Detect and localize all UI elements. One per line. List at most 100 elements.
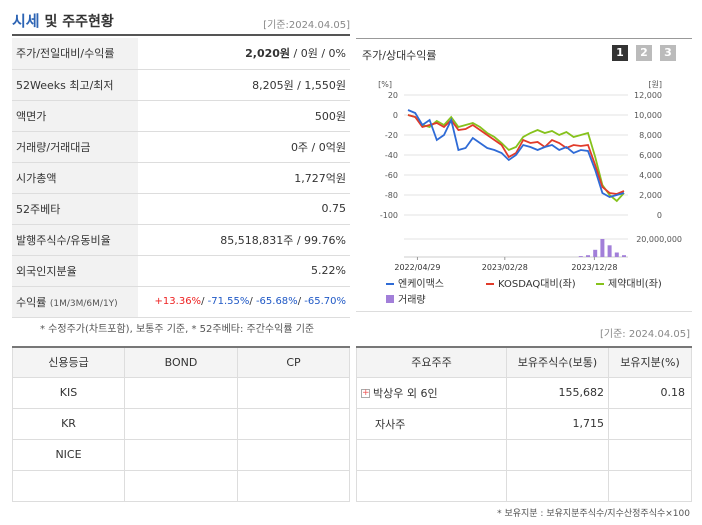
pct-cell: 0.18: [608, 376, 692, 409]
table-row: 액면가 500원: [12, 100, 350, 132]
pct-cell: [608, 438, 692, 471]
row-label: 액면가: [12, 100, 138, 132]
row-value: 0.75: [138, 193, 350, 225]
credit-rating-table: 신용등급 BOND CP KIS KR NICE: [12, 346, 350, 502]
period-button-3[interactable]: 3: [660, 45, 676, 61]
section-title-rest: 및 주주현황: [39, 14, 114, 30]
row-value: 2,020원 / 0원 / 0%: [138, 38, 350, 70]
period-button-2[interactable]: 2: [636, 45, 652, 61]
bond-cell: [124, 438, 238, 471]
column-header: 주요주주: [356, 346, 507, 378]
table-row: 52주베타 0.75: [12, 193, 350, 225]
agency-cell: KIS: [12, 376, 125, 409]
agency-cell: KR: [12, 407, 125, 440]
chart-title: 주가/상대수익률: [362, 49, 437, 62]
row-value: 1,727억원: [138, 162, 350, 194]
right-tick-label: 6,000: [639, 151, 662, 160]
holders-footnote: * 보유지분 : 보유지분주식수/지수산정주식수×100: [497, 509, 690, 519]
bond-cell: [124, 407, 238, 440]
separator: /: [249, 296, 256, 307]
row-label: 52Weeks 최고/최저: [12, 69, 138, 101]
left-tick-label: -100: [380, 211, 398, 220]
pct-cell: [608, 469, 692, 502]
table-row: NICE: [12, 438, 350, 471]
table-row: 52Weeks 최고/최저 8,205원 / 1,550원: [12, 69, 350, 101]
volume-bar: [622, 255, 626, 257]
price-value: 2,020원: [245, 47, 291, 61]
volume-bar: [586, 255, 590, 257]
cp-cell: [237, 407, 350, 440]
left-tick-label: -60: [385, 171, 398, 180]
cp-cell: [237, 438, 350, 471]
left-tick-label: 0: [393, 111, 398, 120]
holder-name: 자사주: [356, 407, 507, 440]
left-tick-label: -20: [385, 131, 398, 140]
column-header: 보유주식수(보통): [506, 346, 609, 378]
x-tick-label: 2023/02/28: [482, 263, 528, 272]
column-header: BOND: [124, 346, 238, 378]
separator: /: [201, 296, 208, 307]
chart-panel: 주가/상대수익률 1 2 3 [%] [원] 20 0 -20 -40 -60 -80 -100…: [356, 38, 692, 312]
shares-cell: 155,682: [506, 376, 609, 409]
row-value: 0주 / 0억원: [138, 131, 350, 163]
volume-bar: [614, 252, 619, 257]
expand-icon[interactable]: +: [361, 388, 370, 398]
return-6m: -65.68%: [255, 296, 298, 307]
left-tick-label: 20: [388, 91, 398, 100]
shares-cell: [506, 438, 609, 471]
agency-cell: [12, 469, 125, 502]
section-title-main: 시세: [12, 12, 40, 30]
row-value: 85,518,831주 / 99.76%: [138, 224, 350, 256]
period-button-1[interactable]: 1: [612, 45, 628, 61]
table-row: KR: [12, 407, 350, 440]
legend-label: 제약대비(좌): [608, 278, 662, 290]
row-label: 거래량/거래대금: [12, 131, 138, 163]
price-chart: [%] [원] 20 0 -20 -40 -60 -80 -100 12,000 10,000 8,0…: [378, 80, 682, 306]
column-header: 신용등급: [12, 346, 125, 378]
section-header: 시세 및 주주현황 [기준:2024.04.05]: [12, 10, 350, 36]
table-row: KIS: [12, 376, 350, 409]
row-label: 외국인지분율: [12, 255, 138, 287]
right-tick-label: 4,000: [639, 171, 662, 180]
table-row: [12, 469, 350, 502]
pct-cell: [608, 407, 692, 440]
column-header: CP: [237, 346, 350, 378]
right-tick-label: 0: [657, 211, 662, 220]
left-tick-label: -40: [385, 151, 398, 160]
right-tick-label: 8,000: [639, 131, 662, 140]
table-row: 주가/전일대비/수익률 2,020원 / 0원 / 0%: [12, 38, 350, 70]
return-1y: -65.70%: [304, 296, 346, 307]
quote-footnote: * 수정주가(차트포함), 보통주 기준, * 52주베타: 주간수익률 기준: [40, 324, 315, 335]
return-3m: -71.55%: [207, 296, 250, 307]
cp-cell: [237, 376, 350, 409]
x-tick-label: 2023/12/28: [571, 263, 617, 272]
table-row: 시가총액 1,727억원: [12, 162, 350, 194]
holder-name: [356, 438, 507, 471]
series-line-1: [407, 114, 625, 195]
volume-bar: [593, 249, 598, 257]
row-value: +13.36%/ -71.55%/ -65.68%/ -65.70%: [138, 286, 350, 318]
row-label: 수익률 (1M/3M/6M/1Y): [12, 286, 138, 318]
legend-label: KOSDAQ대비(좌): [498, 278, 576, 290]
legend-label: 거래량: [398, 294, 426, 306]
holder-name: [356, 469, 507, 502]
change-value: / 0원 / 0%: [290, 47, 346, 61]
table-row: [356, 438, 692, 471]
table-header-row: 주요주주 보유주식수(보통) 보유지분(%): [356, 346, 692, 378]
volume-bar: [578, 256, 583, 257]
table-row: 자사주 1,715: [356, 407, 692, 440]
x-tick-label: 2022/04/29: [394, 263, 440, 272]
return-1m: +13.36%: [154, 296, 202, 307]
volume-tick-label: 20,000,000: [636, 235, 682, 244]
cp-cell: [237, 469, 350, 502]
agency-cell: NICE: [12, 438, 125, 471]
row-label: 발행주식수/유동비율: [12, 224, 138, 256]
left-axis-unit: [%]: [378, 80, 392, 89]
table-row: 발행주식수/유동비율 85,518,831주 / 99.76%: [12, 224, 350, 256]
separator: /: [297, 296, 305, 307]
row-label: 52주베타: [12, 193, 138, 225]
return-label: 수익률: [16, 295, 47, 309]
return-period-label: (1M/3M/6M/1Y): [49, 298, 118, 309]
major-holders-table: 주요주주 보유주식수(보통) 보유지분(%) + 박상우 외 6인 155,682…: [356, 346, 692, 502]
volume-bar: [600, 239, 605, 257]
